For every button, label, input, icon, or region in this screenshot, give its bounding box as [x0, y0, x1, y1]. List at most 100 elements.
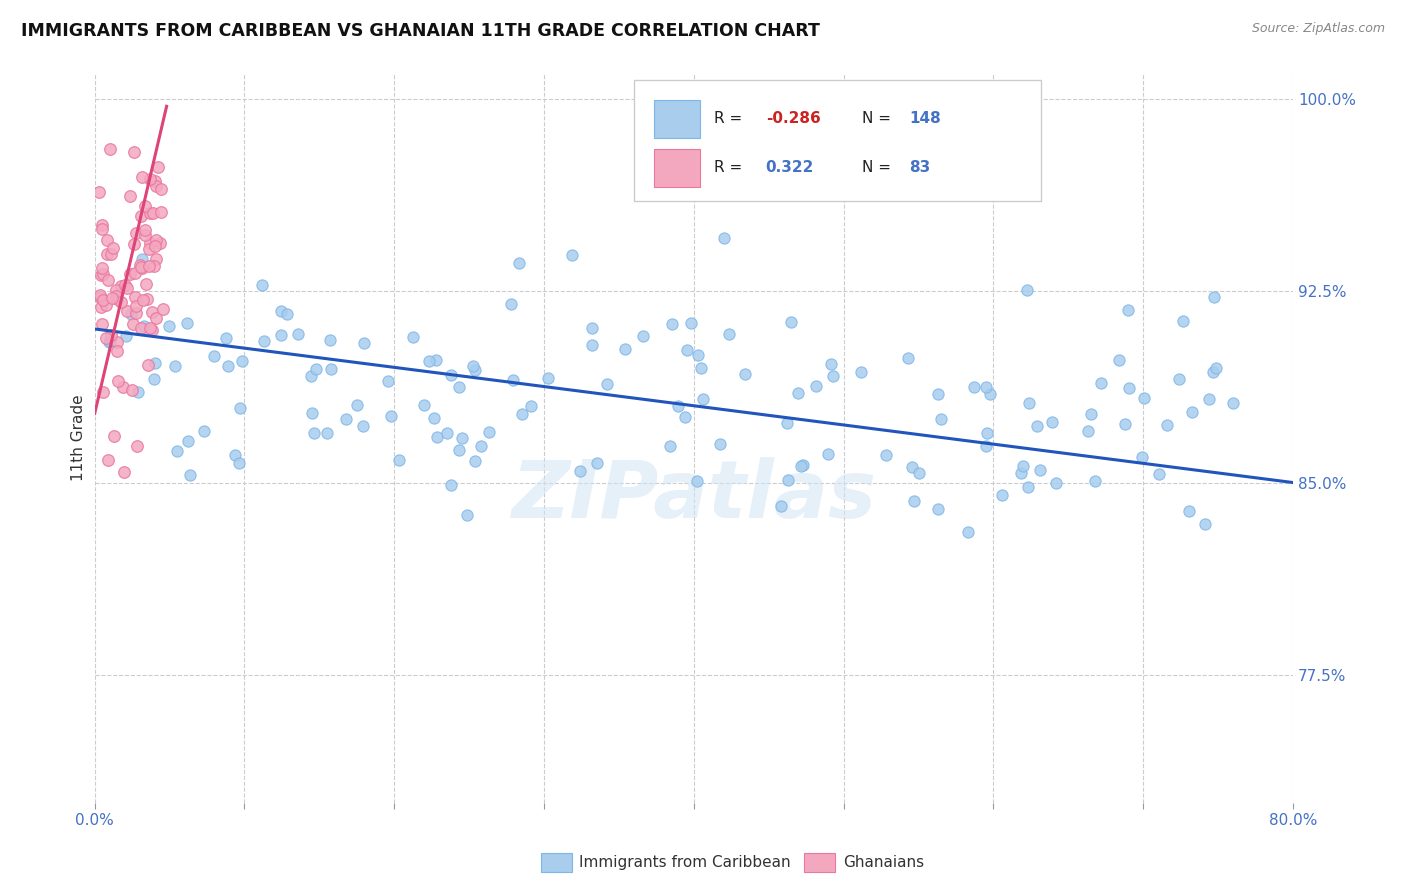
- Point: [103, 429, 125, 443]
- FancyBboxPatch shape: [654, 149, 700, 186]
- Point: [131, 252, 153, 266]
- Point: [302, 425, 325, 440]
- Point: [124, 226, 146, 240]
- Point: [806, 379, 828, 393]
- Point: [224, 448, 246, 462]
- Point: [1130, 450, 1153, 464]
- Point: [114, 277, 136, 292]
- Point: [103, 241, 125, 255]
- Point: [105, 344, 128, 359]
- Point: [436, 426, 458, 441]
- Point: [128, 259, 150, 273]
- Point: [581, 338, 603, 352]
- Point: [127, 385, 149, 400]
- Point: [778, 473, 800, 487]
- Point: [100, 247, 122, 261]
- Point: [1222, 395, 1244, 409]
- Point: [142, 206, 165, 220]
- Point: [1012, 458, 1035, 473]
- Point: [145, 311, 167, 326]
- Point: [633, 328, 655, 343]
- Point: [1108, 352, 1130, 367]
- Y-axis label: 11th Grade: 11th Grade: [72, 394, 86, 481]
- Point: [129, 209, 152, 223]
- Point: [595, 377, 617, 392]
- Point: [110, 295, 132, 310]
- Point: [1194, 516, 1216, 531]
- Point: [91, 293, 114, 307]
- Point: [91, 222, 114, 236]
- Point: [402, 330, 425, 344]
- Point: [974, 439, 997, 453]
- Point: [134, 318, 156, 333]
- Point: [1116, 303, 1139, 318]
- Point: [115, 303, 138, 318]
- Point: [90, 218, 112, 232]
- Point: [270, 327, 292, 342]
- Point: [217, 359, 239, 374]
- Point: [440, 478, 463, 492]
- Point: [613, 343, 636, 357]
- Point: [122, 145, 145, 159]
- Point: [145, 356, 167, 370]
- Point: [1202, 365, 1225, 379]
- Point: [157, 319, 180, 334]
- Point: [499, 297, 522, 311]
- Point: [129, 321, 152, 335]
- Point: [875, 448, 897, 462]
- Point: [143, 371, 166, 385]
- Point: [901, 459, 924, 474]
- Point: [1114, 417, 1136, 431]
- Point: [676, 343, 699, 357]
- Point: [179, 467, 201, 482]
- Point: [464, 363, 486, 377]
- Text: Immigrants from Caribbean: Immigrants from Caribbean: [579, 855, 792, 870]
- Point: [461, 359, 484, 374]
- Point: [287, 326, 309, 341]
- Point: [1147, 467, 1170, 482]
- Point: [101, 291, 124, 305]
- Point: [789, 458, 811, 473]
- Point: [464, 454, 486, 468]
- Point: [1040, 415, 1063, 429]
- Point: [97, 273, 120, 287]
- Point: [118, 267, 141, 281]
- Text: N =: N =: [862, 112, 896, 127]
- Point: [145, 178, 167, 193]
- Point: [139, 205, 162, 219]
- Point: [979, 386, 1001, 401]
- Point: [581, 321, 603, 335]
- Point: [141, 304, 163, 318]
- Point: [96, 331, 118, 345]
- Point: [1133, 392, 1156, 406]
- Point: [1010, 467, 1032, 481]
- Point: [717, 326, 740, 341]
- Point: [253, 334, 276, 349]
- Point: [299, 369, 322, 384]
- Point: [927, 502, 949, 516]
- Point: [440, 368, 463, 382]
- Point: [426, 430, 449, 444]
- Point: [91, 385, 114, 400]
- Point: [478, 425, 501, 439]
- Point: [335, 412, 357, 426]
- Point: [1045, 476, 1067, 491]
- Point: [536, 371, 558, 385]
- Point: [352, 418, 374, 433]
- Point: [1198, 392, 1220, 406]
- Text: 148: 148: [910, 112, 941, 127]
- Point: [176, 434, 198, 449]
- Point: [666, 399, 689, 413]
- Point: [991, 488, 1014, 502]
- Point: [138, 259, 160, 273]
- Point: [193, 424, 215, 438]
- Point: [127, 439, 149, 453]
- Point: [98, 142, 121, 156]
- Point: [270, 303, 292, 318]
- FancyBboxPatch shape: [634, 80, 1042, 201]
- Point: [673, 410, 696, 425]
- Point: [121, 383, 143, 397]
- Point: [228, 456, 250, 470]
- Point: [122, 236, 145, 251]
- Point: [96, 246, 118, 260]
